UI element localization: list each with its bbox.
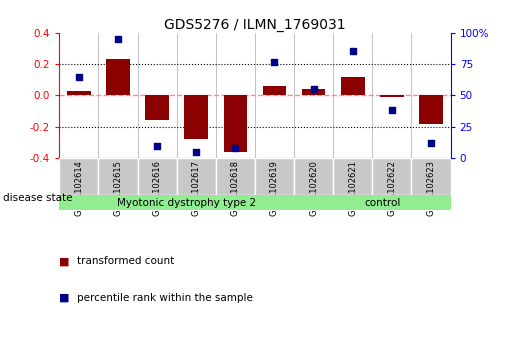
Bar bbox=[184, 95, 208, 139]
Bar bbox=[380, 95, 404, 97]
Text: GSM1102622: GSM1102622 bbox=[387, 160, 397, 216]
Text: GSM1102616: GSM1102616 bbox=[152, 160, 162, 216]
Point bbox=[427, 140, 435, 146]
Text: GSM1102618: GSM1102618 bbox=[231, 160, 240, 216]
Bar bbox=[419, 95, 443, 123]
Text: GSM1102619: GSM1102619 bbox=[270, 160, 279, 216]
Point bbox=[75, 74, 83, 79]
Text: control: control bbox=[364, 197, 400, 208]
Text: disease state: disease state bbox=[3, 193, 72, 203]
Text: GSM1102621: GSM1102621 bbox=[348, 160, 357, 216]
Bar bbox=[67, 91, 91, 95]
Bar bbox=[145, 95, 169, 121]
Title: GDS5276 / ILMN_1769031: GDS5276 / ILMN_1769031 bbox=[164, 18, 346, 32]
Bar bbox=[372, 158, 411, 195]
Text: ■: ■ bbox=[59, 293, 70, 303]
Bar bbox=[294, 158, 333, 195]
Bar bbox=[263, 86, 286, 95]
Text: GSM1102614: GSM1102614 bbox=[74, 160, 83, 216]
Point bbox=[388, 107, 396, 113]
Text: ■: ■ bbox=[59, 256, 70, 266]
Bar bbox=[59, 158, 98, 195]
Bar bbox=[333, 158, 372, 195]
Point bbox=[231, 145, 239, 151]
Bar bbox=[106, 59, 130, 95]
Text: transformed count: transformed count bbox=[77, 256, 175, 266]
Point bbox=[270, 58, 279, 64]
Point bbox=[192, 149, 200, 155]
Bar bbox=[302, 89, 325, 95]
Bar bbox=[296, 195, 470, 210]
Bar bbox=[59, 195, 314, 210]
Text: GSM1102617: GSM1102617 bbox=[192, 160, 201, 216]
Point bbox=[114, 36, 122, 42]
Bar bbox=[255, 158, 294, 195]
Point bbox=[153, 143, 161, 148]
Bar bbox=[411, 158, 451, 195]
Bar bbox=[224, 95, 247, 152]
Text: GSM1102615: GSM1102615 bbox=[113, 160, 123, 216]
Text: Myotonic dystrophy type 2: Myotonic dystrophy type 2 bbox=[117, 197, 256, 208]
Bar bbox=[177, 158, 216, 195]
Bar bbox=[341, 77, 365, 95]
Text: percentile rank within the sample: percentile rank within the sample bbox=[77, 293, 253, 303]
Point bbox=[349, 49, 357, 54]
Bar bbox=[138, 158, 177, 195]
Point bbox=[310, 86, 318, 92]
Text: GSM1102620: GSM1102620 bbox=[309, 160, 318, 216]
Bar bbox=[216, 158, 255, 195]
Bar bbox=[98, 158, 138, 195]
Text: GSM1102623: GSM1102623 bbox=[426, 160, 436, 216]
